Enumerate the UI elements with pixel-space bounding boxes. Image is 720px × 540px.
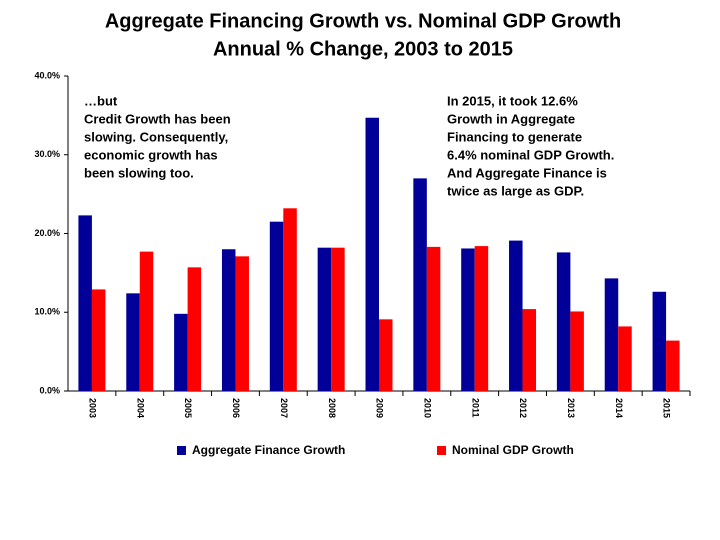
bar: [283, 208, 297, 391]
annotation: economic growth has: [84, 147, 218, 162]
bar: [139, 251, 154, 391]
annotation: In 2015, it took 12.6%: [447, 93, 578, 108]
y-tick-label: 0.0%: [39, 385, 60, 395]
x-tick-label: 2013: [566, 398, 576, 418]
bar: [187, 267, 202, 391]
x-tick-label: 2007: [279, 398, 289, 418]
bar: [174, 313, 188, 391]
annotation: …but: [84, 93, 118, 108]
chart-title: Aggregate Financing Growth vs. Nominal G…: [105, 10, 621, 32]
annotation: Credit Growth has been: [84, 111, 231, 126]
bar: [461, 248, 475, 391]
x-tick-label: 2003: [88, 398, 98, 418]
bar: [269, 221, 284, 391]
legend-swatch: [177, 446, 186, 455]
annotation: been slowing too.: [84, 165, 194, 180]
bar: [91, 289, 106, 391]
y-tick-label: 10.0%: [34, 307, 60, 317]
bar: [78, 215, 92, 391]
bar: [126, 293, 140, 391]
legend-swatch: [437, 446, 446, 455]
bar: [331, 247, 345, 391]
x-tick-label: 2005: [183, 398, 193, 418]
annotation: Financing to generate: [447, 129, 582, 144]
chart-subtitle: Annual % Change, 2003 to 2015: [213, 38, 513, 60]
x-tick-label: 2011: [470, 398, 480, 418]
annotation: And Aggregate Finance is: [447, 165, 607, 180]
y-tick-label: 20.0%: [34, 228, 60, 238]
bar: [618, 326, 632, 391]
x-tick-label: 2014: [614, 398, 624, 418]
annotation: 6.4% nominal GDP Growth.: [447, 147, 614, 162]
x-tick-label: 2015: [662, 398, 672, 418]
bar: [570, 311, 584, 391]
bar: [666, 340, 680, 391]
x-tick-label: 2010: [422, 398, 432, 418]
x-tick-label: 2006: [231, 398, 241, 418]
y-tick-label: 30.0%: [34, 149, 60, 159]
legend-label: Aggregate Finance Growth: [192, 443, 345, 457]
bar: [426, 246, 441, 391]
y-tick-label: 40.0%: [34, 70, 60, 80]
x-tick-label: 2008: [327, 398, 337, 418]
bar: [509, 240, 523, 391]
x-tick-label: 2004: [135, 398, 145, 418]
x-tick-label: 2009: [375, 398, 385, 418]
bar: [522, 309, 537, 391]
bar: [221, 249, 236, 391]
bar: [604, 278, 619, 391]
annotation: twice as large as GDP.: [447, 183, 584, 198]
bar: [474, 246, 489, 391]
x-tick-label: 2012: [518, 398, 528, 418]
bar: [317, 247, 332, 391]
bar: [413, 178, 427, 391]
bar: [379, 319, 393, 391]
bar: [652, 291, 667, 391]
bar: [235, 256, 249, 391]
bar: [365, 117, 379, 392]
annotation: Growth in Aggregate: [447, 111, 575, 126]
annotation: slowing. Consequently,: [84, 129, 228, 144]
legend-label: Nominal GDP Growth: [452, 443, 574, 457]
bar: [556, 252, 571, 391]
